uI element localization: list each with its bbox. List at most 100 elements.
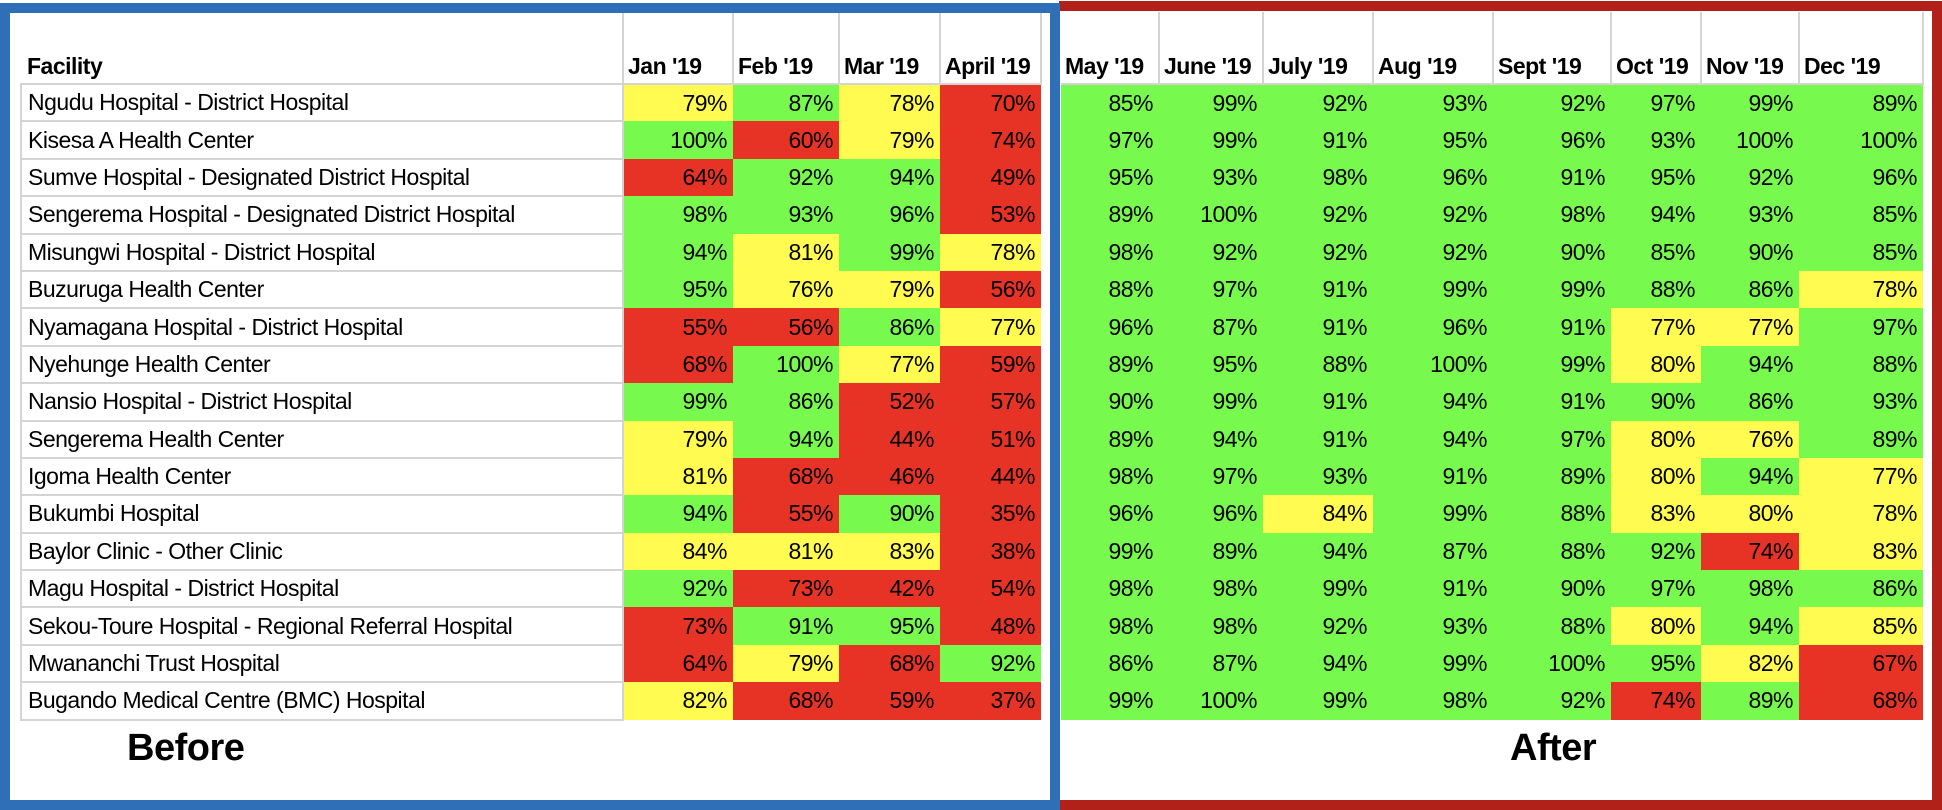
after-value-cell: 97%: [1159, 457, 1263, 496]
after-value-cell: 95%: [1061, 158, 1159, 197]
after-value-cell: 83%: [1611, 495, 1701, 533]
after-value-cell: 94%: [1701, 345, 1799, 384]
before-value-cell: 99%: [623, 383, 733, 421]
before-value-cell: 78%: [839, 84, 940, 122]
before-value-cell: 70%: [940, 84, 1041, 122]
after-value-cell: 91%: [1263, 308, 1373, 346]
after-value-cell: 95%: [1611, 158, 1701, 197]
before-value-cell: 68%: [733, 457, 839, 496]
after-value-cell: 80%: [1611, 345, 1701, 384]
section-divider: [1041, 570, 1061, 607]
before-value-cell: 91%: [733, 607, 839, 645]
table-row: Nyamagana Hospital - District Hospital 55…: [20, 308, 1923, 347]
after-value-cell: 92%: [1263, 233, 1373, 271]
after-value-cell: 95%: [1373, 121, 1493, 159]
after-value-cell: 96%: [1061, 308, 1159, 346]
after-value-cell: 91%: [1373, 457, 1493, 496]
before-value-cell: 98%: [623, 196, 733, 234]
after-value-cell: 83%: [1799, 532, 1923, 571]
facility-name-cell: Nansio Hospital - District Hospital: [20, 383, 624, 422]
after-value-cell: 92%: [1159, 233, 1263, 271]
before-value-cell: 86%: [839, 308, 940, 346]
before-value-cell: 44%: [839, 420, 940, 458]
after-value-cell: 98%: [1061, 233, 1159, 271]
before-value-cell: 60%: [733, 121, 839, 159]
after-value-cell: 89%: [1701, 682, 1799, 720]
before-value-cell: 48%: [940, 607, 1041, 645]
after-value-cell: 93%: [1263, 457, 1373, 496]
after-value-cell: 91%: [1373, 570, 1493, 608]
table-row: Sengerema Health Center 79% 94% 44% 51% 89% 94…: [20, 420, 1923, 459]
before-value-cell: 83%: [839, 532, 940, 571]
after-value-cell: 94%: [1159, 420, 1263, 458]
after-value-cell: 93%: [1799, 383, 1923, 421]
after-value-cell: 99%: [1263, 570, 1373, 608]
after-value-cell: 98%: [1373, 682, 1493, 720]
after-value-cell: 90%: [1061, 383, 1159, 421]
after-value-cell: 91%: [1263, 383, 1373, 421]
section-divider: [1041, 159, 1061, 196]
after-value-cell: 88%: [1493, 607, 1611, 645]
after-value-cell: 96%: [1799, 158, 1923, 197]
facility-name-cell: Kisesa A Health Center: [20, 121, 624, 160]
before-value-cell: 96%: [839, 196, 940, 234]
before-value-cell: 37%: [940, 682, 1041, 720]
table-row: Nansio Hospital - District Hospital 99% 86…: [20, 383, 1923, 422]
after-value-cell: 92%: [1373, 196, 1493, 234]
after-value-cell: 98%: [1061, 457, 1159, 496]
table-row: Sengerema Hospital - Designated District…: [20, 196, 1923, 235]
after-value-cell: 98%: [1159, 570, 1263, 608]
after-value-cell: 92%: [1701, 158, 1799, 197]
after-value-cell: 100%: [1493, 644, 1611, 683]
table-row: Mwananchi Trust Hospital 64% 79% 68% 92% 86% 8…: [20, 644, 1923, 684]
month-header: June '19: [1159, 12, 1264, 85]
month-header: Nov '19: [1701, 12, 1800, 85]
table-body: Ngudu Hospital - District Hospital 79% 87%…: [20, 84, 1923, 721]
section-divider: [1041, 682, 1061, 719]
after-value-cell: 89%: [1061, 420, 1159, 458]
section-divider: [1041, 645, 1061, 682]
after-value-cell: 88%: [1061, 270, 1159, 309]
after-value-cell: 80%: [1611, 457, 1701, 496]
after-value-cell: 85%: [1061, 84, 1159, 122]
after-value-cell: 94%: [1263, 644, 1373, 683]
after-value-cell: 94%: [1263, 532, 1373, 571]
after-value-cell: 80%: [1611, 607, 1701, 645]
after-value-cell: 67%: [1799, 644, 1923, 683]
before-value-cell: 92%: [733, 158, 839, 197]
before-value-cell: 73%: [733, 570, 839, 608]
after-value-cell: 68%: [1799, 682, 1923, 720]
table-row: Buzuruga Health Center 95% 76% 79% 56% 88% 97%…: [20, 270, 1923, 310]
after-value-cell: 74%: [1701, 532, 1799, 571]
section-divider: [1041, 121, 1061, 158]
after-value-cell: 85%: [1799, 607, 1923, 645]
after-value-cell: 99%: [1061, 682, 1159, 720]
after-value-cell: 86%: [1061, 644, 1159, 683]
before-value-cell: 59%: [839, 682, 940, 720]
after-value-cell: 88%: [1493, 495, 1611, 533]
after-value-cell: 98%: [1493, 196, 1611, 234]
before-value-cell: 79%: [839, 270, 940, 309]
after-value-cell: 88%: [1493, 532, 1611, 571]
before-value-cell: 51%: [940, 420, 1041, 458]
before-value-cell: 44%: [940, 457, 1041, 496]
table-row: Igoma Health Center 81% 68% 46% 44% 98% 97% 93%…: [20, 457, 1923, 497]
after-value-cell: 77%: [1799, 457, 1923, 496]
before-value-cell: 55%: [733, 495, 839, 533]
after-value-cell: 77%: [1611, 308, 1701, 346]
month-header: Mar '19: [839, 12, 941, 85]
after-value-cell: 92%: [1611, 532, 1701, 571]
before-value-cell: 84%: [623, 532, 733, 571]
before-value-cell: 35%: [940, 495, 1041, 533]
facility-name-cell: Magu Hospital - District Hospital: [20, 570, 624, 609]
before-value-cell: 64%: [623, 158, 733, 197]
after-value-cell: 97%: [1611, 84, 1701, 122]
facility-name-cell: Buzuruga Health Center: [20, 270, 624, 310]
before-value-cell: 38%: [940, 532, 1041, 571]
after-value-cell: 78%: [1799, 270, 1923, 309]
after-value-cell: 99%: [1373, 644, 1493, 683]
before-value-cell: 86%: [733, 383, 839, 421]
after-value-cell: 85%: [1799, 233, 1923, 271]
after-value-cell: 89%: [1799, 420, 1923, 458]
facility-name-cell: Mwananchi Trust Hospital: [20, 644, 624, 684]
